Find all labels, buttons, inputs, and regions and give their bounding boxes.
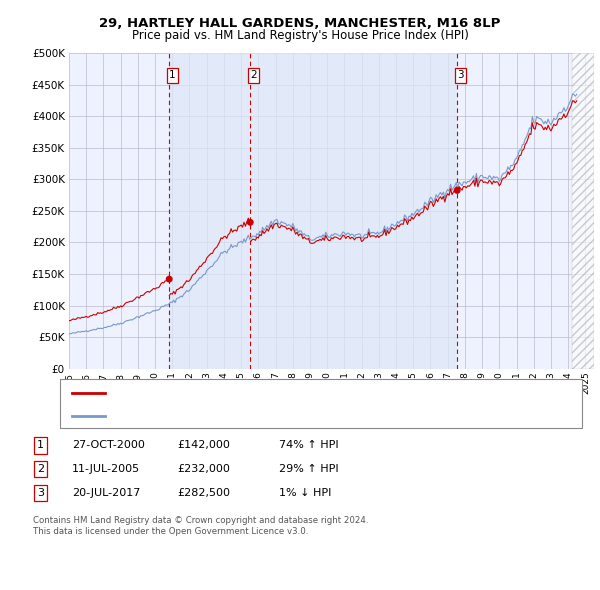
Text: Price paid vs. HM Land Registry's House Price Index (HPI): Price paid vs. HM Land Registry's House … [131,30,469,42]
Text: 27-OCT-2000: 27-OCT-2000 [72,441,145,450]
Text: 29, HARTLEY HALL GARDENS, MANCHESTER, M16 8LP: 29, HARTLEY HALL GARDENS, MANCHESTER, M1… [100,17,500,30]
Text: 1: 1 [37,441,44,450]
Text: 74% ↑ HPI: 74% ↑ HPI [279,441,338,450]
Text: £232,000: £232,000 [177,464,230,474]
Bar [572,53,594,369]
Point [245,218,255,227]
Point [164,274,174,284]
Text: Contains HM Land Registry data © Crown copyright and database right 2024.
This d: Contains HM Land Registry data © Crown c… [33,516,368,536]
Text: £142,000: £142,000 [177,441,230,450]
Text: 29, HARTLEY HALL GARDENS, MANCHESTER, M16 8LP (detached house): 29, HARTLEY HALL GARDENS, MANCHESTER, M1… [111,388,470,398]
Text: 20-JUL-2017: 20-JUL-2017 [72,488,140,497]
Text: 1% ↓ HPI: 1% ↓ HPI [279,488,331,497]
Text: £282,500: £282,500 [177,488,230,497]
Text: HPI: Average price, detached house, Manchester: HPI: Average price, detached house, Manc… [111,411,354,421]
Text: 2: 2 [37,464,44,474]
Text: 3: 3 [37,488,44,497]
Bar [250,53,457,369]
Text: 1: 1 [169,70,176,80]
Point [452,186,462,195]
Text: 3: 3 [457,70,464,80]
Bar [169,53,250,369]
Text: 2: 2 [250,70,257,80]
Text: 11-JUL-2005: 11-JUL-2005 [72,464,140,474]
Text: 29% ↑ HPI: 29% ↑ HPI [279,464,338,474]
